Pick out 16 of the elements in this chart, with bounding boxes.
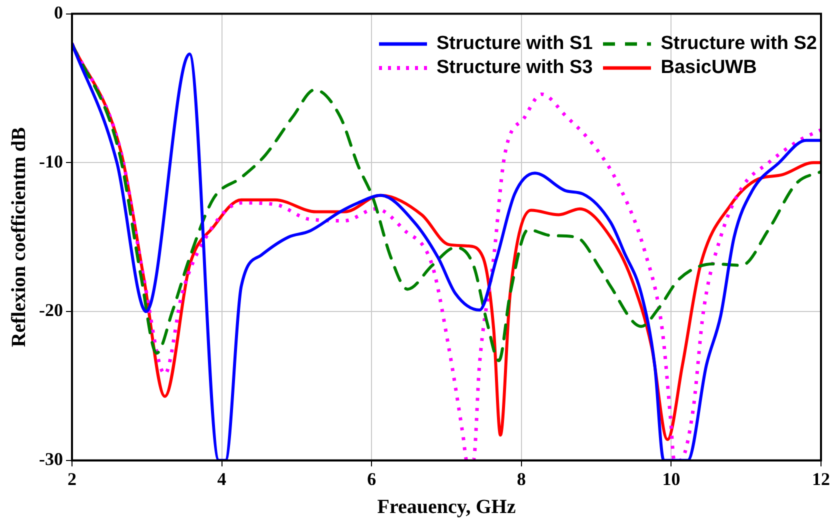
legend-label: Structure with S3: [436, 56, 593, 80]
y-tick-label: -20: [38, 300, 63, 320]
x-axis-title: Freauency, GHz: [377, 496, 516, 518]
y-tick-label: -10: [38, 151, 63, 172]
x-tick-label: 4: [217, 468, 226, 489]
y-axis-title: Reflexion coefficientm dB: [8, 127, 30, 348]
legend-label: Structure with S1: [436, 32, 593, 56]
x-tick-label: 2: [67, 468, 76, 489]
y-tick-label: -30: [38, 449, 63, 470]
x-tick-label: 10: [662, 468, 680, 489]
legend-label: Structure with S2: [660, 32, 817, 56]
x-tick-label: 6: [367, 468, 376, 489]
x-tick-label: 8: [516, 468, 526, 489]
x-tick-label: 12: [812, 468, 830, 489]
y-tick-label: 0: [54, 2, 63, 22]
legend-label: BasicUWB: [660, 56, 757, 80]
